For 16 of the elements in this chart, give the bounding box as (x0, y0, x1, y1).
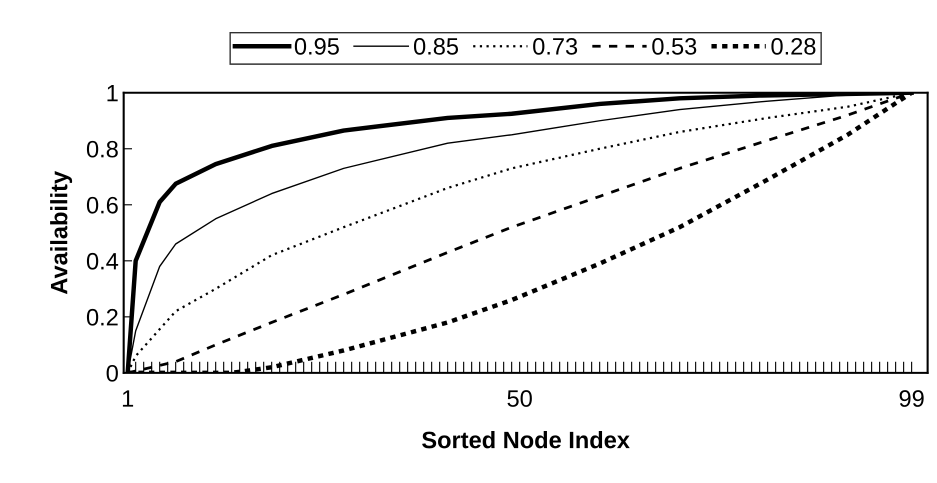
legend-label: 0.73 (533, 38, 578, 55)
y-tick-label: 0.2 (86, 308, 118, 326)
y-tick-label: 1 (107, 85, 118, 102)
x-tick-label: 50 (507, 390, 532, 407)
y-tick-label: 0.4 (86, 252, 118, 270)
y-tick-label: 0 (106, 364, 118, 382)
y-tick-label: 0.8 (86, 140, 118, 158)
x-tick-label: 1 (122, 390, 134, 407)
legend-label: 0.95 (294, 38, 339, 55)
x-tick-label: 99 (900, 390, 924, 407)
legend-label: 0.53 (652, 38, 696, 55)
y-tick-label: 0.6 (86, 196, 118, 214)
legend-label: 0.28 (771, 38, 816, 55)
x-axis-title: Sorted Node Index (422, 430, 630, 448)
y-axis-title: Availability (50, 171, 72, 294)
legend-label: 0.85 (414, 38, 458, 55)
